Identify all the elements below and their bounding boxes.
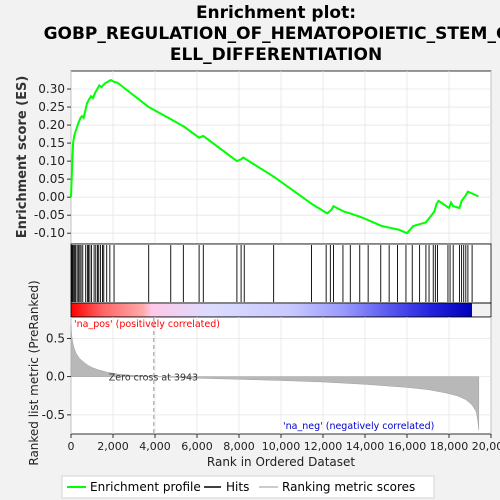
chart-title-line-2: GOBP_REGULATION_OF_HEMATOPOIETIC_STEM_C bbox=[44, 24, 500, 44]
legend-box bbox=[61, 475, 435, 499]
es-tick-label: 0.00 bbox=[38, 190, 65, 204]
chart-title-line-1: Enrichment plot: bbox=[196, 3, 356, 23]
x-tick-label: 2,000 bbox=[97, 440, 129, 453]
es-tick-label: 0.25 bbox=[38, 100, 65, 114]
metric-tick-label: 0.5 bbox=[46, 331, 65, 345]
x-tick-label: 10,000 bbox=[262, 440, 301, 453]
es-grid bbox=[70, 71, 492, 244]
es-tick-label: 0.15 bbox=[38, 136, 65, 150]
positive-correlation-label: 'na_pos' (positively correlated) bbox=[74, 319, 220, 330]
es-tick-label: 0.10 bbox=[38, 154, 65, 168]
metric-tick-label: -0.5 bbox=[42, 408, 65, 422]
es-tick-label: -0.10 bbox=[34, 226, 65, 240]
x-tick-label: 16,000 bbox=[388, 440, 427, 453]
x-tick-label: 0 bbox=[68, 440, 75, 453]
x-tick-label: 18,000 bbox=[430, 440, 469, 453]
ranking-color-bar bbox=[71, 303, 472, 317]
metric-tick-label: 0.0 bbox=[46, 370, 65, 384]
chart-title-line-3: ELL_DIFFERENTIATION bbox=[170, 45, 382, 65]
x-tick-label: 4,000 bbox=[139, 440, 171, 453]
ranking-metric-area bbox=[70, 324, 480, 431]
x-axis-ticks: 0 2,000 4,000 6,000 8,000 10,000 12,000 14,000 1… bbox=[68, 434, 500, 453]
legend-ranking-label: Ranking metric scores bbox=[282, 480, 415, 494]
es-tick-label: -0.05 bbox=[34, 208, 65, 222]
es-tick-label: 0.30 bbox=[38, 82, 65, 96]
hits-panel-background bbox=[70, 243, 492, 304]
x-tick-label: 14,000 bbox=[346, 440, 385, 453]
es-tick-label: 0.20 bbox=[38, 118, 65, 132]
x-tick-label: 6,000 bbox=[181, 440, 213, 453]
es-tick-label: 0.05 bbox=[38, 172, 65, 186]
x-tick-label: 8,000 bbox=[223, 440, 255, 453]
metric-y-axis-label: Ranked list metric (PreRanked) bbox=[27, 280, 41, 465]
legend-enrichment-label: Enrichment profile bbox=[90, 480, 201, 494]
es-y-ticks: -0.10 -0.05 0.00 0.05 0.10 0.15 0.20 0.25 0.30 bbox=[34, 82, 71, 240]
x-axis-label: Rank in Ordered Dataset bbox=[207, 455, 355, 469]
legend-hits-label: Hits bbox=[226, 480, 249, 494]
hits-marks bbox=[71, 245, 473, 302]
x-tick-label: 12,000 bbox=[304, 440, 343, 453]
negative-correlation-label: 'na_neg' (negatively correlated) bbox=[283, 421, 434, 432]
x-tick-label: 20,000 bbox=[472, 440, 500, 453]
enrichment-profile-line bbox=[70, 78, 479, 235]
es-y-axis-label: Enrichment score (ES) bbox=[15, 76, 30, 239]
zero-cross-label: Zero cross at 3943 bbox=[109, 373, 198, 384]
metric-y-ticks: 0.5 0.0 -0.5 bbox=[42, 331, 71, 422]
